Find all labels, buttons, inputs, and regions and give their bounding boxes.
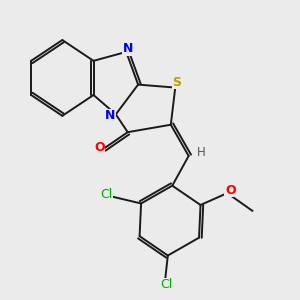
Text: H: H <box>197 146 206 159</box>
Text: S: S <box>172 76 181 89</box>
Text: Cl: Cl <box>160 278 172 291</box>
Text: N: N <box>105 109 115 122</box>
Text: O: O <box>225 184 236 196</box>
Text: O: O <box>94 140 105 154</box>
Text: N: N <box>122 42 133 56</box>
Text: Cl: Cl <box>100 188 112 201</box>
